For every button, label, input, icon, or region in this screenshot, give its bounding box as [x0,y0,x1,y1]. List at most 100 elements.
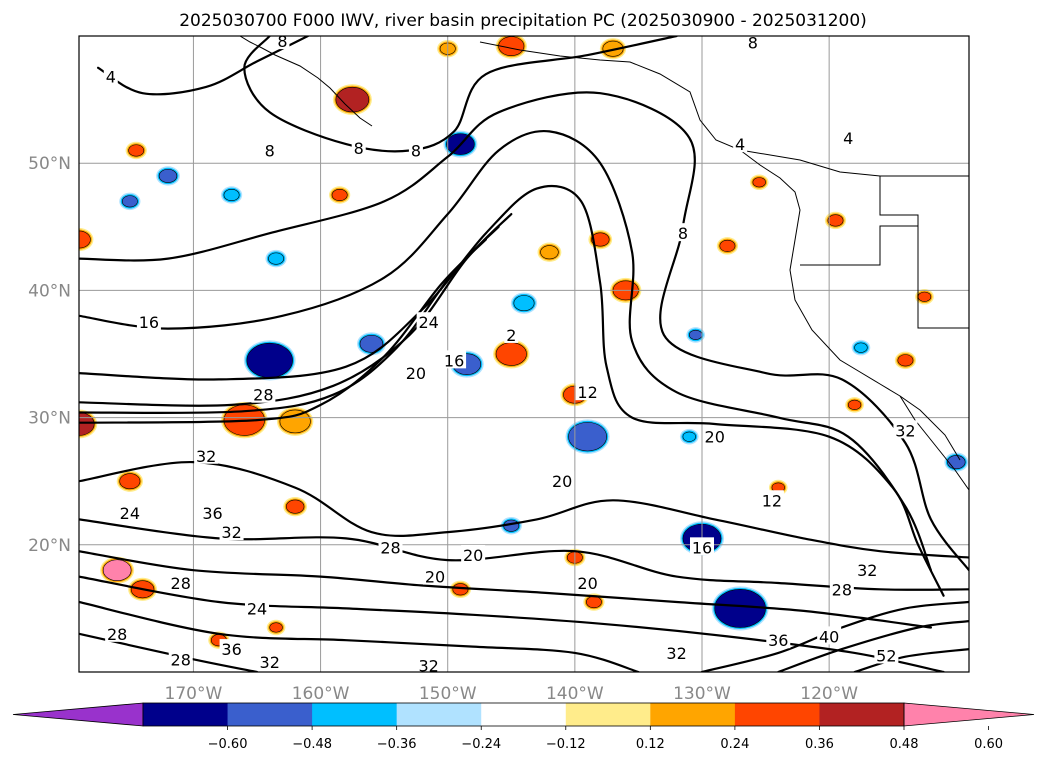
contour-label-bg [817,626,842,645]
contour-label-bg [575,572,600,591]
contour-label-bg [664,642,689,661]
colorbar-tick-label: 0.36 [805,737,834,752]
contour-label: 32 [418,657,438,676]
contour-label-bg [117,503,142,521]
colorbar-extend-high [903,702,1035,727]
contour-label-bg [745,36,760,51]
contour-label-bg [245,598,269,617]
contour-label-bg [136,312,161,331]
contour-label: 52 [876,646,896,665]
contour-label-bg [841,127,856,146]
contour-label: 16 [692,538,712,557]
contour-label-bg [257,651,282,670]
colorbar-tick-label: −0.48 [292,737,332,752]
colorbar-segment [312,703,398,726]
colorbar: −0.60 −0.48 −0.36 −0.24 −0.12 0.12 0.24 0.36 0.4… [12,702,1035,752]
contour-label-bg [893,420,918,439]
canada-border [879,176,919,226]
colorbar-segment [819,703,905,726]
contour-label-bg [733,134,748,153]
contour-label-bg [759,490,784,509]
iwv-contour-line [853,648,969,672]
contour-label-bg [194,445,219,464]
precip-anomaly-core [752,177,766,188]
coastline-bc [739,149,969,177]
precip-anomaly-core [682,431,696,442]
contour-label-bg [675,223,690,242]
colorbar-tick-label: 0.60 [974,737,1003,752]
contour-label-bg [550,471,575,490]
x-axis-ticks: 170°W 160°W 150°W 140°W 130°W 120°W [165,684,859,704]
y-tick-label: 50°N [28,154,71,174]
contour-label: 8 [265,141,275,160]
contour-label: 20 [425,568,445,587]
contour-label: 8 [354,139,364,158]
contour-label: 12 [762,491,782,510]
coastline-alaska [239,36,373,127]
iwv-contour-line [777,620,969,672]
contour-label-bg [575,382,600,401]
contour-label-bg [702,426,727,445]
contour-label: 16 [444,351,464,370]
contour-label: 8 [411,141,421,160]
iwv-contour-layer [79,36,969,672]
contour-label: 28 [171,574,191,593]
contour-label-bg [168,649,193,668]
iwv-contour-line [79,185,945,597]
y-axis-ticks: 20°N 30°N 40°N 50°N [28,154,71,556]
contour-label: 24 [418,313,438,332]
contour-label-bg [874,645,899,664]
contour-label: 20 [463,546,483,565]
x-tick-label: 140°W [546,684,604,704]
iwv-contour-line [79,575,945,672]
contour-label: 8 [277,32,287,51]
precip-anomaly-core [268,252,285,265]
coastline-layer [239,36,969,491]
lat-lon-grid [79,36,969,672]
contour-label: 4 [735,135,745,154]
colorbar-segment [650,703,736,726]
iwv-contour-line [79,460,969,559]
precip-anomaly-core [335,86,370,113]
precip-anomaly-core [585,596,602,609]
contour-label: 32 [895,421,915,440]
colorbar-segment [734,703,820,726]
x-tick-label: 160°W [292,684,350,704]
precip-anomaly-core [947,455,966,470]
x-tick-label: 130°W [673,684,731,704]
contour-label: 32 [857,561,877,580]
precip-anomaly-core [540,245,559,260]
iwv-contour-line [79,600,640,672]
contour-label-bg [378,537,403,556]
contour-label-bg [275,36,290,50]
precip-anomaly-core [158,168,178,183]
contour-label-bg [262,140,277,159]
colorbar-frame [142,702,905,727]
precip-anomaly-core [269,622,283,633]
precip-anomaly-core [331,188,348,202]
precip-anomaly-core [359,334,384,353]
contour-label-bg [103,66,118,85]
colorbar-tick-label: −0.36 [377,737,417,752]
contour-label: 28 [171,650,191,669]
colorbar-tick-label: 0.24 [720,737,749,752]
contour-label: 8 [748,33,758,52]
contour-label: 36 [221,640,241,659]
precip-anomaly-core [285,499,305,514]
contour-label: 28 [380,538,400,557]
contour-label-bg [168,572,193,591]
chart-title: 2025030700 F000 IWV, river basin precipi… [179,11,867,31]
colorbar-segment [565,703,651,726]
contour-label: 2 [506,326,516,345]
contour-label: 20 [705,428,725,447]
contour-label-bg [461,544,486,563]
y-tick-label: 20°N [28,536,71,556]
y-tick-label: 30°N [28,409,71,429]
contour-label-bg [200,503,225,521]
precip-anomaly-core [827,214,844,227]
colorbar-tick-label: −0.12 [546,737,586,752]
contour-label-bg [416,655,441,672]
iwv-contour-line [79,550,932,629]
precip-anomaly-core [223,188,240,202]
contour-label-bg [408,140,423,159]
